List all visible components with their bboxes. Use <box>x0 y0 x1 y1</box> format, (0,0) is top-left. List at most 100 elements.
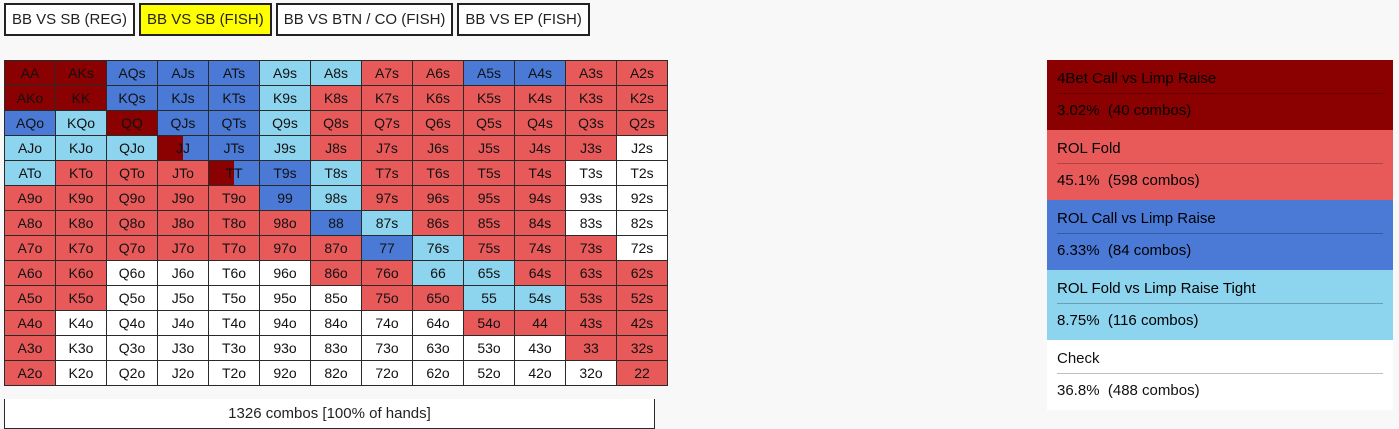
hand-cell[interactable]: JTs <box>208 135 260 161</box>
hand-cell[interactable]: T8o <box>208 210 260 236</box>
hand-cell[interactable]: 64o <box>412 310 464 336</box>
hand-cell[interactable]: 86s <box>412 210 464 236</box>
hand-cell[interactable]: T5s <box>463 160 515 186</box>
hand-cell[interactable]: A6s <box>412 60 464 86</box>
hand-cell[interactable]: 83o <box>310 335 362 361</box>
hand-cell[interactable]: T4o <box>208 310 260 336</box>
hand-cell[interactable]: 99 <box>259 185 311 211</box>
hand-cell[interactable]: 94s <box>514 185 566 211</box>
hand-cell[interactable]: T6s <box>412 160 464 186</box>
hand-cell[interactable]: T7s <box>361 160 413 186</box>
hand-cell[interactable]: 52s <box>616 285 668 311</box>
hand-cell[interactable]: 42o <box>514 360 566 386</box>
hand-cell[interactable]: Q3o <box>106 335 158 361</box>
hand-cell[interactable]: J5o <box>157 285 209 311</box>
hand-cell[interactable]: 93s <box>565 185 617 211</box>
hand-cell[interactable]: A9o <box>4 185 56 211</box>
hand-cell[interactable]: Q9s <box>259 110 311 136</box>
hand-cell[interactable]: 53s <box>565 285 617 311</box>
hand-cell[interactable]: Q4o <box>106 310 158 336</box>
hand-cell[interactable]: A2s <box>616 60 668 86</box>
hand-cell[interactable]: 77 <box>361 235 413 261</box>
hand-cell[interactable]: 95s <box>463 185 515 211</box>
hand-cell[interactable]: T7o <box>208 235 260 261</box>
hand-cell[interactable]: Q6o <box>106 260 158 286</box>
hand-cell[interactable]: Q2s <box>616 110 668 136</box>
hand-cell[interactable]: A7s <box>361 60 413 86</box>
hand-cell[interactable]: 44 <box>514 310 566 336</box>
hand-cell[interactable]: J8o <box>157 210 209 236</box>
tab-bb-vs-ep-fish[interactable]: BB VS EP (FISH) <box>457 3 590 36</box>
hand-cell[interactable]: KQs <box>106 85 158 111</box>
hand-cell[interactable]: QQ <box>106 110 158 136</box>
hand-cell[interactable]: KJo <box>55 135 107 161</box>
hand-cell[interactable]: 93o <box>259 335 311 361</box>
hand-cell[interactable]: QTo <box>106 160 158 186</box>
hand-cell[interactable]: A4s <box>514 60 566 86</box>
hand-cell[interactable]: 87s <box>361 210 413 236</box>
hand-cell[interactable]: K8s <box>310 85 362 111</box>
hand-cell[interactable]: KK <box>55 85 107 111</box>
hand-cell[interactable]: ATo <box>4 160 56 186</box>
hand-cell[interactable]: T9s <box>259 160 311 186</box>
hand-cell[interactable]: AKo <box>4 85 56 111</box>
hand-cell[interactable]: 54s <box>514 285 566 311</box>
hand-cell[interactable]: 92o <box>259 360 311 386</box>
hand-cell[interactable]: 85o <box>310 285 362 311</box>
hand-cell[interactable]: KTo <box>55 160 107 186</box>
hand-cell[interactable]: T3s <box>565 160 617 186</box>
hand-cell[interactable]: 83s <box>565 210 617 236</box>
hand-cell[interactable]: K4o <box>55 310 107 336</box>
hand-cell[interactable]: JTo <box>157 160 209 186</box>
hand-cell[interactable]: 97o <box>259 235 311 261</box>
hand-cell[interactable]: QJs <box>157 110 209 136</box>
hand-cell[interactable]: K9o <box>55 185 107 211</box>
hand-cell[interactable]: 62o <box>412 360 464 386</box>
hand-cell[interactable]: 95o <box>259 285 311 311</box>
hand-cell[interactable]: K7o <box>55 235 107 261</box>
hand-cell[interactable]: J5s <box>463 135 515 161</box>
hand-cell[interactable]: 32s <box>616 335 668 361</box>
hand-cell[interactable]: 74s <box>514 235 566 261</box>
hand-cell[interactable]: 63o <box>412 335 464 361</box>
hand-cell[interactable]: 32o <box>565 360 617 386</box>
hand-cell[interactable]: J9o <box>157 185 209 211</box>
hand-cell[interactable]: J4s <box>514 135 566 161</box>
hand-cell[interactable]: 22 <box>616 360 668 386</box>
hand-cell[interactable]: K2o <box>55 360 107 386</box>
hand-cell[interactable]: Q5s <box>463 110 515 136</box>
hand-cell[interactable]: T5o <box>208 285 260 311</box>
hand-cell[interactable]: 73o <box>361 335 413 361</box>
hand-cell[interactable]: 43o <box>514 335 566 361</box>
hand-cell[interactable]: 54o <box>463 310 515 336</box>
hand-cell[interactable]: A5o <box>4 285 56 311</box>
hand-cell[interactable]: Q8o <box>106 210 158 236</box>
hand-cell[interactable]: 52o <box>463 360 515 386</box>
hand-cell[interactable]: A5s <box>463 60 515 86</box>
hand-cell[interactable]: 75s <box>463 235 515 261</box>
hand-cell[interactable]: Q9o <box>106 185 158 211</box>
hand-cell[interactable]: A4o <box>4 310 56 336</box>
hand-cell[interactable]: 86o <box>310 260 362 286</box>
hand-cell[interactable]: QTs <box>208 110 260 136</box>
hand-cell[interactable]: A2o <box>4 360 56 386</box>
hand-cell[interactable]: JJ <box>157 135 209 161</box>
hand-cell[interactable]: 55 <box>463 285 515 311</box>
hand-cell[interactable]: 92s <box>616 185 668 211</box>
hand-cell[interactable]: J2s <box>616 135 668 161</box>
hand-cell[interactable]: 62s <box>616 260 668 286</box>
hand-cell[interactable]: Q7o <box>106 235 158 261</box>
hand-cell[interactable]: AA <box>4 60 56 86</box>
hand-cell[interactable]: KTs <box>208 85 260 111</box>
hand-cell[interactable]: A3s <box>565 60 617 86</box>
tab-bb-vs-sb-reg[interactable]: BB VS SB (REG) <box>4 3 136 36</box>
hand-cell[interactable]: 42s <box>616 310 668 336</box>
hand-cell[interactable]: K3o <box>55 335 107 361</box>
hand-cell[interactable]: Q5o <box>106 285 158 311</box>
hand-cell[interactable]: K8o <box>55 210 107 236</box>
hand-cell[interactable]: 98s <box>310 185 362 211</box>
hand-cell[interactable]: A8s <box>310 60 362 86</box>
hand-cell[interactable]: Q7s <box>361 110 413 136</box>
hand-cell[interactable]: 82o <box>310 360 362 386</box>
hand-cell[interactable]: A7o <box>4 235 56 261</box>
